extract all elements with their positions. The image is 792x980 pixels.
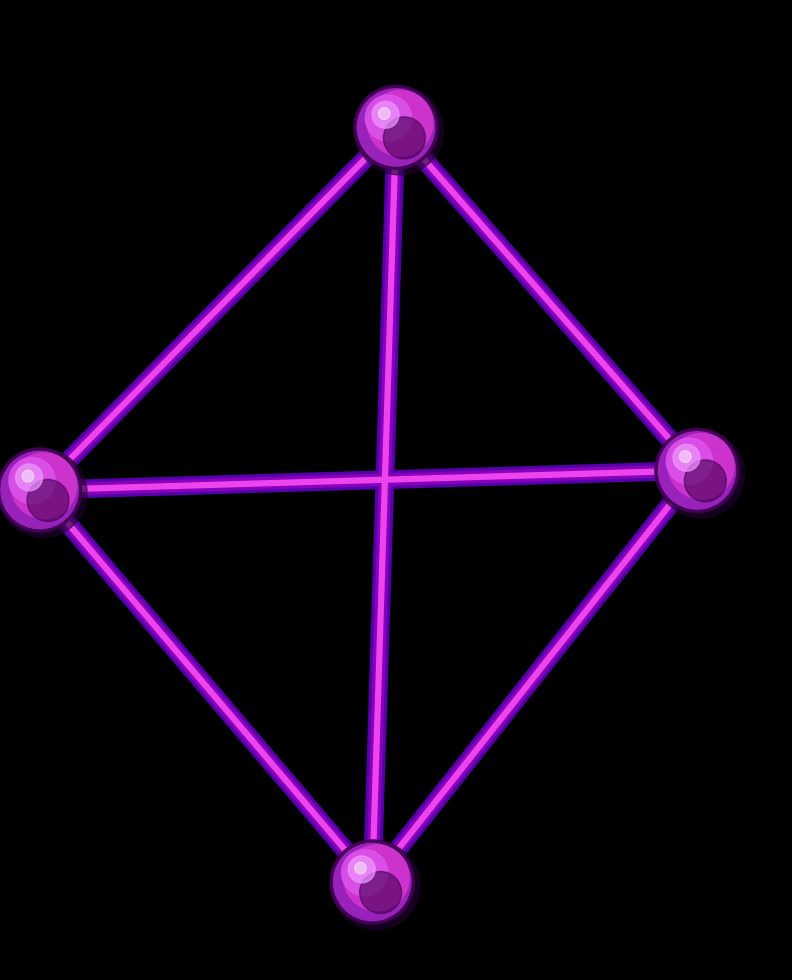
Circle shape [355, 862, 367, 874]
Circle shape [360, 871, 402, 913]
Circle shape [16, 464, 43, 491]
Circle shape [658, 432, 736, 509]
Circle shape [354, 85, 438, 170]
Circle shape [344, 845, 409, 910]
Circle shape [341, 850, 388, 896]
Circle shape [348, 856, 375, 883]
Circle shape [684, 460, 726, 502]
Circle shape [0, 448, 82, 532]
Circle shape [372, 101, 399, 128]
Circle shape [22, 470, 34, 482]
Circle shape [0, 449, 87, 537]
Circle shape [357, 89, 435, 166]
Circle shape [383, 117, 425, 159]
Circle shape [27, 479, 69, 521]
Circle shape [666, 438, 713, 484]
Circle shape [657, 429, 744, 517]
Circle shape [655, 428, 739, 513]
Circle shape [333, 844, 411, 920]
Circle shape [356, 86, 444, 174]
Circle shape [330, 840, 414, 924]
Circle shape [365, 95, 412, 141]
Circle shape [668, 433, 734, 499]
Circle shape [367, 90, 433, 156]
Circle shape [11, 453, 77, 518]
Circle shape [1, 452, 78, 528]
Circle shape [680, 451, 691, 463]
Circle shape [332, 841, 420, 929]
Circle shape [9, 458, 55, 504]
Circle shape [673, 444, 700, 471]
Circle shape [379, 108, 390, 120]
